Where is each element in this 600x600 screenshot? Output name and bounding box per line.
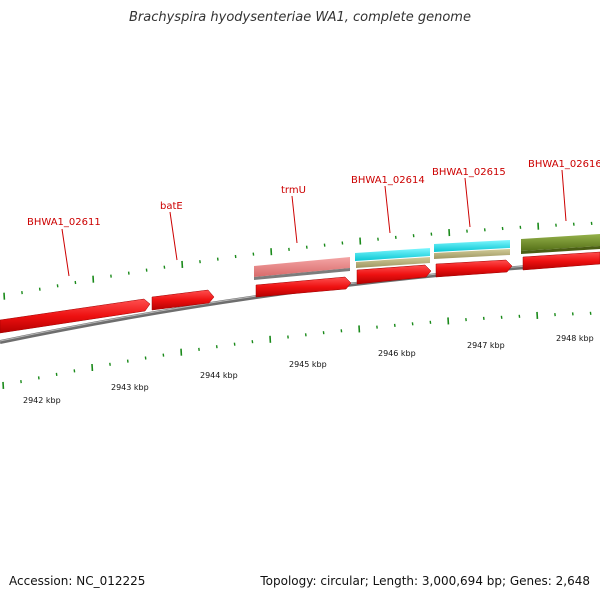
gene-label-trmu[interactable]: trmU [281, 185, 306, 196]
gene-arrow-bhwa1-02611[interactable] [0, 298, 151, 334]
feature-bar-02614-cyan[interactable] [355, 248, 430, 261]
kbp-label-2948: 2948 kbp [556, 334, 594, 343]
gene-label-bhwa1-02611[interactable]: BHWA1_02611 [27, 217, 101, 228]
kbp-label-2946: 2946 kbp [378, 349, 416, 358]
leader-line-bhwa1-02616 [561, 169, 567, 222]
leader-line-bate [169, 211, 178, 261]
accession-text: Accession: NC_012225 [9, 574, 146, 588]
feature-bar-02616-olive[interactable] [521, 234, 600, 251]
feature-bar-trmu-base [254, 268, 350, 280]
kbp-label-2947: 2947 kbp [467, 341, 505, 350]
feature-bar-02615-cyan[interactable] [434, 240, 510, 252]
gene-arrow-bhwa1-02615[interactable] [435, 259, 513, 278]
upper-tick-row [3, 221, 593, 300]
gene-arrow-bhwa1-02614[interactable] [356, 264, 432, 285]
topology-text: Topology: circular; Length: 3,000,694 bp… [260, 574, 590, 588]
feature-bar-02614-tan[interactable] [356, 257, 430, 268]
lower-tick-row [2, 311, 592, 389]
feature-bar-02616-base [521, 246, 600, 254]
feature-bar-02615-tan[interactable] [434, 249, 510, 259]
leader-line-bhwa1-02614 [384, 185, 391, 234]
leader-line-bhwa1-02615 [464, 177, 471, 228]
gene-arrow-bhwa1-02616[interactable] [522, 251, 600, 271]
feature-bar-trmu-pseudo[interactable] [254, 257, 350, 277]
gene-label-bhwa1-02615[interactable]: BHWA1_02615 [432, 167, 506, 178]
leader-line-bhwa1-02611 [61, 228, 70, 277]
map-title: Brachyspira hyodysenteriae WA1, complete… [129, 10, 471, 25]
leader-line-trmu [291, 195, 298, 244]
kbp-label-2942: 2942 kbp [23, 396, 61, 405]
gene-arrow-trmu[interactable] [255, 276, 352, 298]
gene-label-bhwa1-02614[interactable]: BHWA1_02614 [351, 175, 425, 186]
kbp-label-2943: 2943 kbp [111, 383, 149, 392]
gene-label-bate[interactable]: batE [160, 201, 183, 212]
kbp-label-2945: 2945 kbp [289, 360, 327, 369]
gene-arrow-bate[interactable] [151, 289, 215, 311]
kbp-label-2944: 2944 kbp [200, 371, 238, 380]
gene-label-bhwa1-02616[interactable]: BHWA1_02616 [528, 159, 600, 170]
